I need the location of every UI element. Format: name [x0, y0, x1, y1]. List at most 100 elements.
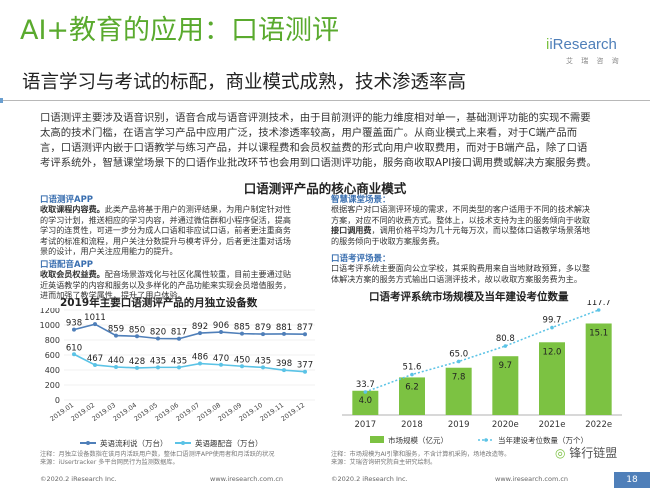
data-point — [72, 327, 76, 332]
legend-swatch — [370, 436, 384, 443]
line-value-label: 80.8 — [496, 334, 515, 344]
legend-label: 英语趣配音（万台） — [195, 438, 263, 448]
data-label: 470 — [213, 354, 229, 364]
section-text-app: 收取课程内容费。此类产品将基于用户的测评结果，为用户制定针对性 的学习计划，推送… — [40, 204, 291, 257]
data-label: 879 — [255, 323, 271, 333]
text-line: 体解决方案的服务方式输出口语测评技术，故以收取方案服务费为主。 — [331, 273, 582, 284]
data-label: 440 — [108, 356, 124, 366]
url-left: www.iresearch.com.cn — [210, 475, 284, 483]
data-point — [282, 368, 286, 373]
data-point — [456, 359, 461, 364]
left-chart-title: 2019年主要口语测评产品的月独立设备数 — [60, 297, 258, 309]
data-point — [156, 336, 160, 341]
data-label: 610 — [66, 343, 82, 353]
y-tick-label: 600 — [45, 351, 60, 360]
intro-paragraph: 口语测评主要涉及语音识别，语音合成与语音评测技术，由于目前测评的能力维度相对单一… — [40, 111, 622, 171]
intro-line: 太高的技术门槛，在语言学习产品中应用广泛，技术渗透率较高，用户覆盖面广。从商业模… — [40, 127, 578, 139]
data-label: 1011 — [84, 313, 106, 323]
text-line: 学习的连贯性，可进一步分为成人口语和非应试口语，前者更注重商务 — [40, 225, 291, 235]
data-point — [177, 336, 181, 341]
data-label: 859 — [108, 325, 124, 335]
text-line: 根据客户对口语测评环境的需求，不同类型的客户适用于不同的技术解决 — [331, 204, 591, 214]
y-tick-label: 0 — [55, 396, 60, 405]
bar-value-label: 9.7 — [499, 361, 513, 371]
data-label: 850 — [129, 325, 145, 335]
text-line: 收取课程内容费。此类产品将基于用户的测评结果，为用户制定针对性 — [40, 204, 291, 214]
x-tick-label: 2017 — [355, 420, 377, 430]
x-tick-label: 2020e — [492, 420, 519, 430]
text-line: 方案，对应不同的收费方式。整体上，以技术支持为主的服务倾向于收取 — [331, 214, 591, 225]
header-divider — [0, 98, 650, 103]
page-title: AI+教育的应用：口语测评 — [20, 15, 340, 46]
section-text-smart-class: 根据客户对口语测评环境的需求，不同类型的客户适用于不同的技术解决 方案，对应不同… — [331, 204, 590, 246]
data-label: 938 — [66, 319, 82, 329]
data-label: 906 — [213, 321, 229, 331]
page-subtitle: 语言学习与考试的标配，商业模式成熟，技术渗透率高 — [22, 72, 467, 93]
data-point — [596, 308, 601, 312]
bar — [399, 377, 425, 415]
right-footnote: 注释：市场规模为AI引擎和服务，不含计算机采购，场地改造等。 来源：艾瑞咨询研究… — [331, 451, 511, 466]
data-label: 435 — [150, 356, 166, 366]
data-point — [363, 390, 368, 394]
line-value-label: 33.7 — [356, 380, 375, 390]
y-tick-label: 1200 — [40, 308, 60, 315]
bar — [352, 390, 379, 415]
bar-value-label: 15.1 — [589, 328, 608, 338]
data-point — [219, 330, 223, 335]
data-point — [114, 333, 118, 338]
data-point — [198, 331, 202, 336]
line-value-label: 117.7 — [586, 300, 610, 308]
x-tick-label: 2019 — [448, 420, 470, 430]
section-text-dub: 收取会员权益费。配音场景游戏化与社区化属性较重，目前主要通过贴 近英语教学的内容… — [40, 269, 291, 301]
data-point — [282, 331, 286, 336]
business-model-title: 口语测评产品的核心商业模式 — [243, 181, 407, 196]
watermark: ◎ 锋行链盟 — [555, 446, 618, 460]
legend-marker — [86, 441, 90, 445]
url-right: www.iresearch.com.cn — [495, 475, 569, 483]
y-tick-label: 800 — [45, 336, 60, 345]
data-label: 428 — [129, 357, 145, 367]
bar — [492, 356, 519, 415]
text-line: 的服务倾向于收取方案服务费。 — [331, 235, 445, 246]
section-head-app: 口语测评APP — [40, 195, 94, 205]
data-point — [261, 365, 265, 370]
iresearch-logo: iiResearch — [546, 36, 617, 53]
legend-label: 市场规模（亿元） — [388, 435, 448, 445]
data-label: 486 — [192, 353, 208, 363]
line-value-label: 65.0 — [449, 349, 468, 359]
data-label: 467 — [87, 354, 103, 364]
text-line: 收取会员权益费。配音场景游戏化与社区化属性较重，目前主要通过贴 — [40, 269, 291, 279]
data-point — [219, 362, 223, 367]
data-point — [93, 362, 97, 367]
section-head-exam: 口语考评场景： — [331, 254, 391, 264]
data-point — [177, 365, 181, 370]
data-point — [114, 365, 118, 369]
data-label: 820 — [150, 328, 166, 338]
bar-value-label: 12.0 — [543, 347, 562, 357]
data-label: 377 — [297, 361, 313, 371]
series-line — [73, 323, 306, 340]
x-tick-label: 2019.12 — [280, 401, 307, 423]
bar — [585, 323, 612, 415]
data-point — [240, 364, 244, 369]
legend-label: 当年建设考位数量（万个） — [498, 435, 588, 445]
data-point — [156, 365, 160, 370]
text-line: 景的设计，用户关注应用能力的提升。 — [40, 246, 178, 256]
data-label: 435 — [171, 356, 187, 366]
legend-marker — [484, 438, 488, 442]
text-line: 进而加强了教学属性，提升了用户体验。 — [40, 290, 186, 300]
series-line — [365, 309, 599, 393]
data-point — [135, 334, 139, 339]
bar-value-label: 4.0 — [359, 396, 373, 406]
text-line: 考试的标准和流程，用户关注分数提升与模考评分，后者更注重对话场 — [40, 235, 291, 246]
data-label: 881 — [276, 323, 292, 333]
text-line: 近英语教学的内容和服务以及多样化的产品功能来实现会员增值服务， — [40, 279, 291, 290]
data-label: 450 — [234, 355, 250, 365]
logo-subtitle: 艾 瑞 咨 询 — [566, 57, 622, 65]
intro-line: 考评系统外，智慧课堂场景下的口语作业批改环节也会用到口语测评功能，服务商收取AP… — [40, 157, 597, 169]
copyright-left: ©2020.2 iResearch Inc. — [40, 475, 117, 483]
y-tick-label: 200 — [45, 381, 60, 390]
bar — [539, 342, 565, 415]
line-value-label: 51.6 — [403, 363, 422, 373]
data-label: 877 — [297, 323, 313, 333]
